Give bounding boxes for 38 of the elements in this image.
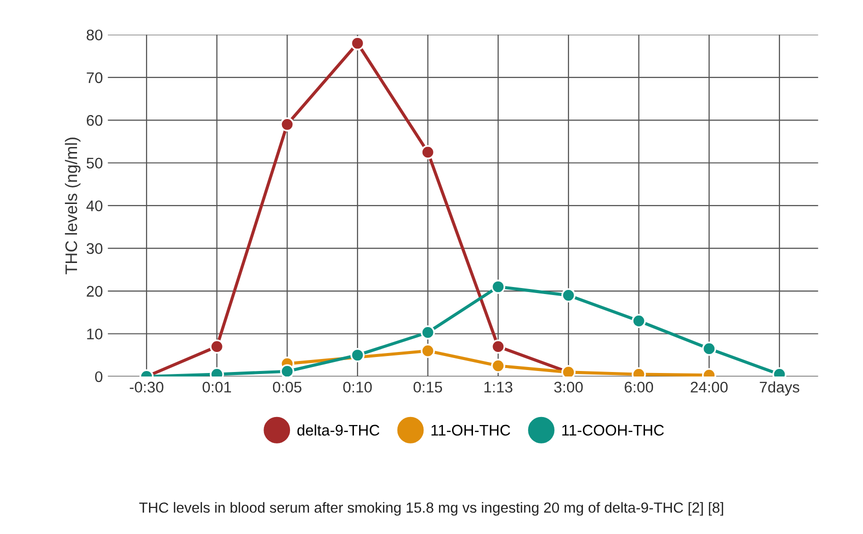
x-tick-label: 7days	[760, 381, 800, 396]
y-tick-label: 40	[86, 200, 102, 212]
point	[702, 342, 716, 356]
point	[491, 358, 506, 373]
y-tick-label: 70	[86, 72, 102, 84]
y-tick-label: 60	[86, 115, 102, 126]
point	[491, 339, 506, 354]
x-tick-label: -0:30	[130, 382, 164, 393]
point	[280, 117, 294, 132]
x-tick-label: 0:15	[414, 382, 442, 393]
y-tick-label: 10	[87, 328, 102, 340]
y-tick-label: 30	[86, 243, 102, 254]
point	[420, 344, 435, 358]
x-tick-label: 1:13	[484, 382, 512, 393]
x-tick-label: 3:00	[554, 382, 583, 393]
point	[350, 36, 365, 50]
point	[210, 339, 224, 354]
x-tick-label: 6:00	[624, 382, 654, 393]
point	[420, 325, 435, 340]
y-tick-label: 20	[86, 286, 102, 297]
y-axis-title: THC levels (ng/ml)	[64, 138, 80, 274]
y-tick-label: 0	[95, 371, 102, 382]
legend-label: delta-9-THC	[297, 424, 380, 436]
point	[420, 145, 435, 160]
point	[350, 348, 365, 362]
y-tick-label: 80	[86, 30, 102, 40]
x-tick-label: 0:10	[343, 382, 372, 393]
point	[561, 288, 576, 302]
legend-label: 11-COOH-THC	[562, 424, 664, 436]
text: THC levels in blood serum after smoking 15.8 mg vs ingesting 20 mg of delta-9-THC [2] [8]	[139, 502, 724, 516]
point	[280, 364, 294, 376]
point	[632, 314, 646, 328]
legend-label: 11-OH-THC	[432, 424, 510, 436]
x-tick-label: 0:05	[272, 382, 302, 393]
x-tick-label: 24:00	[690, 382, 728, 393]
x-tick-label: 0:01	[202, 382, 231, 393]
y-tick-label: 50	[86, 158, 102, 169]
point	[491, 280, 506, 294]
